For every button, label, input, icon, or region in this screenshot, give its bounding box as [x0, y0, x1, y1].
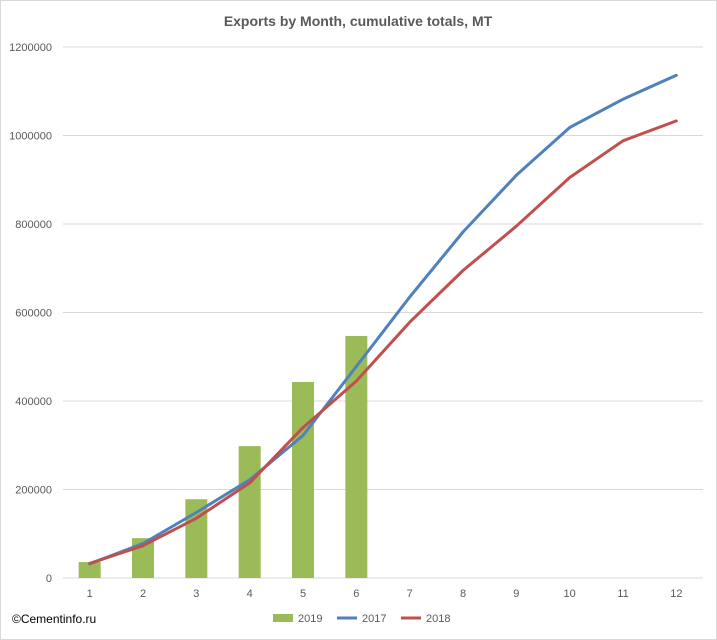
x-tick-label: 7: [407, 588, 413, 600]
y-axis-ticks: 0 200000 400000 600000 800000 1000000 1200000: [9, 42, 52, 585]
chart-title: Exports by Month, cumulative totals, MT: [224, 13, 493, 29]
x-tick-label: 8: [460, 588, 466, 600]
y-tick-label: 1200000: [9, 42, 52, 54]
gridlines: [63, 46, 703, 579]
y-tick-label: 800000: [15, 219, 52, 231]
x-tick-label: 11: [617, 588, 628, 600]
y-tick-label: 600000: [15, 308, 52, 320]
bar-series: [78, 335, 368, 578]
x-axis-ticks: 1 2 3 4 5 6 7 8 9 10 11 12: [87, 588, 683, 600]
watermark: ©Cementinfo.ru: [12, 612, 97, 626]
x-tick-label: 1: [87, 588, 93, 600]
legend-swatch-2019: [273, 614, 293, 622]
legend: 2019 2017 2018: [273, 613, 450, 625]
bar-2019-month-3: [185, 499, 208, 578]
x-tick-label: 9: [513, 588, 519, 600]
x-tick-label: 10: [564, 588, 576, 600]
bar-2019-month-6: [345, 335, 368, 578]
line-series: [88, 73, 678, 566]
y-tick-label: 1000000: [9, 131, 52, 143]
y-tick-label: 400000: [15, 396, 52, 408]
line-2017: [88, 73, 678, 566]
bar-2019-month-4: [238, 446, 261, 578]
x-tick-label: 2: [140, 588, 146, 600]
bar-2019-month-1: [78, 562, 101, 578]
legend-label-2017: 2017: [362, 613, 386, 625]
x-tick-label: 5: [300, 588, 306, 600]
x-tick-label: 4: [247, 588, 253, 600]
y-tick-label: 0: [46, 573, 52, 585]
line-2018: [88, 119, 678, 565]
x-tick-label: 12: [670, 588, 682, 600]
bar-2019-month-5: [292, 381, 314, 578]
x-tick-label: 3: [193, 588, 199, 600]
y-tick-label: 200000: [15, 485, 52, 497]
x-tick-label: 6: [353, 588, 359, 600]
legend-label-2019: 2019: [298, 613, 322, 625]
legend-label-2018: 2018: [426, 613, 450, 625]
